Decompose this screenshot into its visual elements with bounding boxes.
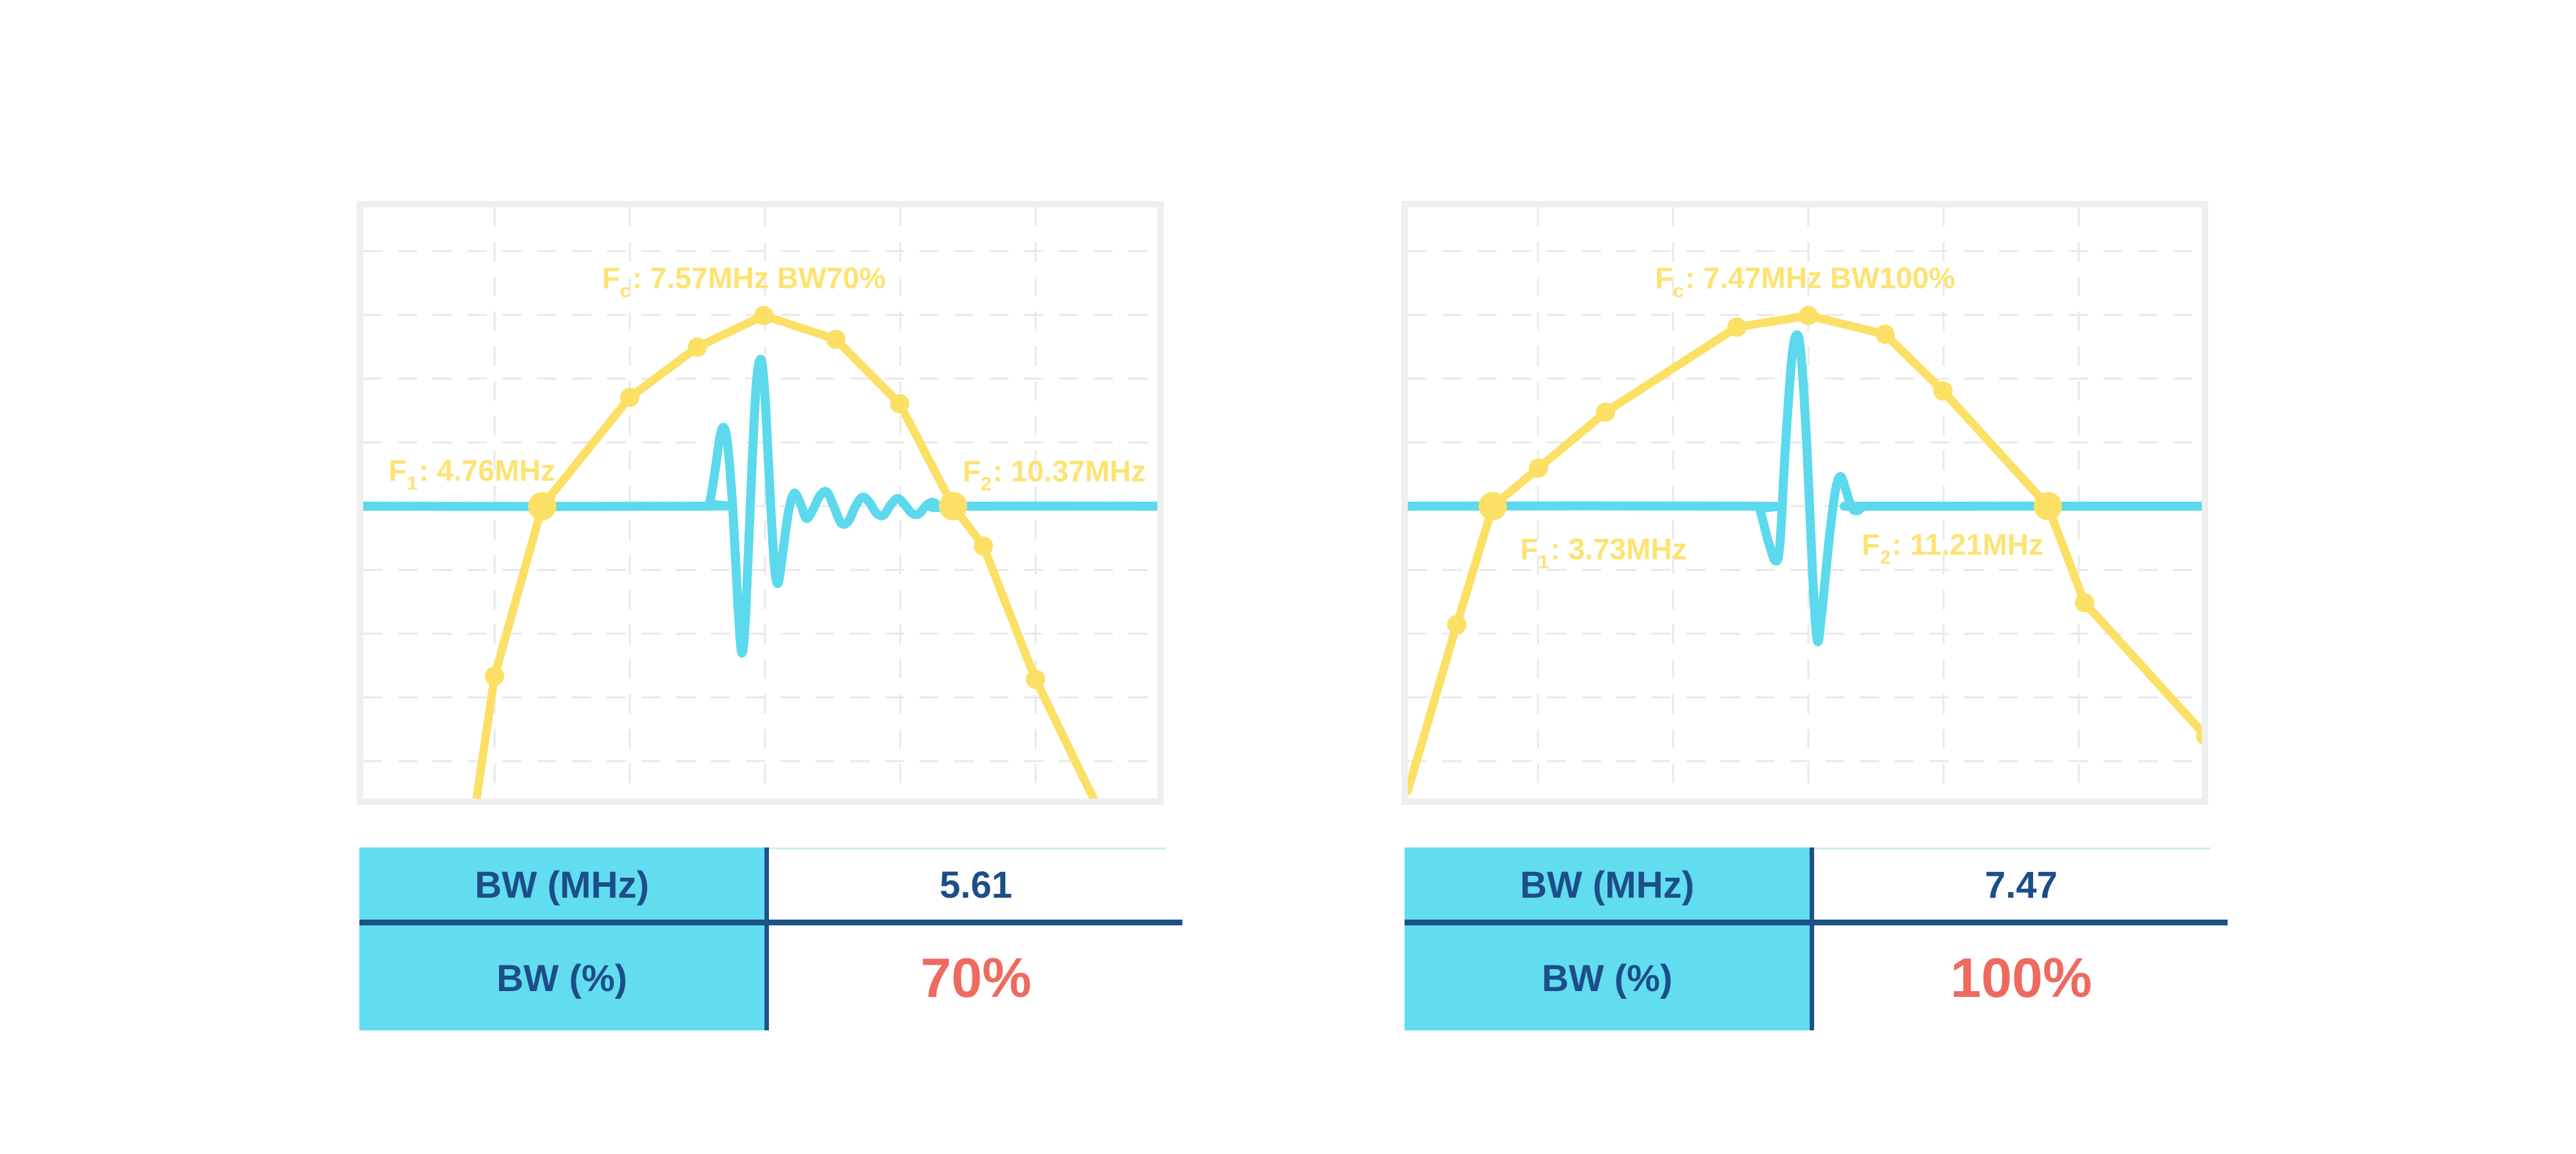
bw-mhz-value: 7.47 <box>1985 864 2058 906</box>
bw-mhz-value: 5.61 <box>940 864 1012 906</box>
center-frequency-label: Fc: 7.47MHz BW100% <box>1655 261 1955 303</box>
f1-symbol: F <box>1520 532 1539 566</box>
table-column-divider <box>764 847 769 1030</box>
table-row-divider <box>359 920 1182 925</box>
bw-pct-header: BW (%) <box>1542 958 1672 999</box>
fc-subscript: c <box>620 280 631 302</box>
bw-table-right: BW (MHz) 7.47 BW (%) 100% <box>1405 847 2228 1030</box>
table-column-divider <box>1810 847 1814 1030</box>
f2-subscript: 2 <box>1880 547 1891 569</box>
f1-symbol: F <box>388 453 407 487</box>
plot-area-bw70 <box>363 207 1157 799</box>
f1-subscript: 1 <box>406 473 418 495</box>
f2-value-text: : 11.21MHz <box>1891 527 2044 562</box>
table-top-border <box>769 847 1166 849</box>
bw-mhz-header: BW (MHz) <box>1520 864 1694 906</box>
bw-pct-value: 70% <box>920 947 1032 1009</box>
f2-symbol: F <box>962 454 981 488</box>
f2-symbol: F <box>1861 527 1880 562</box>
bw-mhz-header: BW (MHz) <box>475 864 649 906</box>
plot-area-bw100 <box>1408 207 2202 799</box>
f1-subscript: 1 <box>1538 551 1549 573</box>
table-header-background <box>1405 847 1810 1030</box>
f1-value-text: : 3.73MHz <box>1550 532 1687 566</box>
bw-pct-value: 100% <box>1950 947 2092 1009</box>
f2-label: F2: 10.37MHz <box>963 454 1146 496</box>
f1-label: F1: 3.73MHz <box>1520 532 1687 574</box>
table-row-divider <box>1405 920 2228 925</box>
spectrum-chart-bw100: Fc: 7.47MHz BW100% F1: 3.73MHz F2: 11.21… <box>1401 201 2208 805</box>
fc-symbol: F <box>1654 261 1674 295</box>
fc-value-text: : 7.57MHz BW70% <box>632 261 886 295</box>
table-header-background <box>359 847 764 1030</box>
f2-value-text: : 10.37MHz <box>992 454 1146 488</box>
fc-subscript: c <box>1673 280 1684 302</box>
bw-pct-header: BW (%) <box>497 958 627 999</box>
center-frequency-label: Fc: 7.57MHz BW70% <box>602 261 886 303</box>
f1-label: F1: 4.76MHz <box>389 453 556 495</box>
bw-table-left: BW (MHz) 5.61 BW (%) 70% <box>359 847 1182 1030</box>
f2-label: F2: 11.21MHz <box>1862 527 2043 569</box>
table-top-border <box>1814 847 2211 849</box>
fc-value-text: : 7.47MHz BW100% <box>1685 261 1956 295</box>
f1-value-text: : 4.76MHz <box>419 453 556 487</box>
f2-subscript: 2 <box>980 473 992 495</box>
spectrum-chart-bw70: Fc: 7.57MHz BW70% F1: 4.76MHz F2: 10.37M… <box>357 201 1164 805</box>
fc-symbol: F <box>601 261 620 295</box>
